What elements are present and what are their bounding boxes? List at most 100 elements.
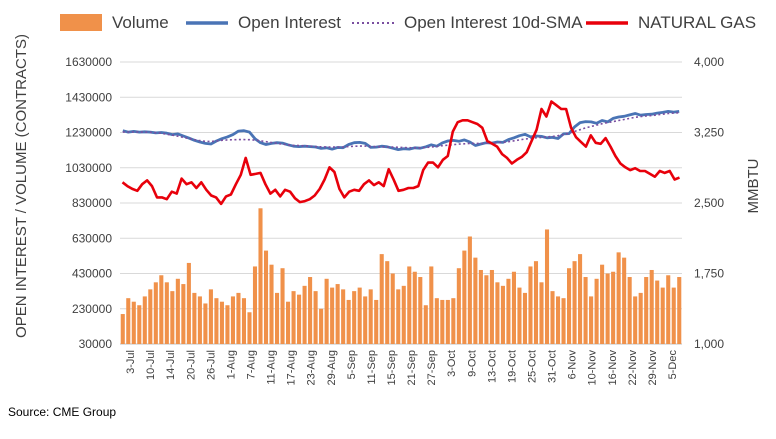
legend-natural-gas-label: NATURAL GAS [638, 13, 756, 32]
volume-bar [561, 298, 566, 344]
volume-bar [341, 289, 346, 344]
series-lines [121, 100, 680, 206]
volume-bar [274, 292, 280, 344]
volume-bar [308, 277, 313, 344]
volume-bar [252, 266, 258, 344]
y-tick-label: 1230000 [65, 126, 112, 140]
x-tick-label: 17-Aug [286, 350, 298, 385]
volume-bar [335, 284, 340, 344]
x-tick-label: 3-Oct [446, 350, 458, 377]
x-tick-label: 5-Dec [667, 350, 679, 380]
x-tick-label: 29-Aug [326, 350, 338, 385]
open-interest-line [122, 110, 680, 152]
volume-bar [500, 285, 505, 344]
volume-bar [346, 299, 351, 344]
volume-bar [528, 266, 533, 344]
volume-bar [517, 287, 522, 344]
volume-bar [401, 285, 406, 344]
volume-bar [159, 275, 164, 344]
y2-tick-label: 1,750 [694, 267, 724, 281]
volume-bar [203, 303, 208, 344]
volume-bar [633, 296, 638, 344]
x-tick-label: 11-Aug [266, 350, 278, 385]
volume-bar [605, 273, 610, 344]
volume-bar [511, 271, 516, 344]
volume-bar [544, 229, 550, 344]
x-tick-label: 6-Nov [567, 350, 579, 380]
volume-bar [671, 287, 676, 344]
y-tick-label: 630000 [72, 231, 112, 245]
volume-bar [319, 308, 324, 344]
volume-bar [153, 282, 158, 344]
volume-bar [660, 287, 665, 344]
volume-bar [638, 292, 643, 344]
x-tick-label: 29-Nov [647, 350, 659, 386]
volume-bar [357, 287, 362, 344]
volume-bar [324, 278, 329, 344]
volume-bar [572, 261, 577, 344]
x-tick-label: 22-Nov [627, 350, 639, 386]
volume-bar [445, 299, 450, 344]
volume-bar [241, 298, 247, 344]
volume-bar [522, 292, 528, 344]
volume-bar [478, 269, 483, 344]
volume-bar [214, 298, 219, 344]
y-tick-label: 1030000 [65, 161, 112, 175]
x-tick-label: 14-Jul [165, 350, 177, 380]
volume-bar [600, 264, 605, 344]
natural-gas-line [121, 100, 680, 206]
volume-bar [616, 252, 621, 344]
volume-bar [555, 296, 561, 344]
volume-bar [390, 273, 395, 344]
volume-bar [280, 268, 285, 344]
volume-bar [330, 287, 335, 344]
legend-volume-label: Volume [112, 13, 169, 32]
volume-bar [456, 268, 461, 344]
volume-bar [302, 285, 307, 344]
volume-bar [368, 289, 373, 344]
volume-bar [495, 282, 500, 344]
volume-bar [666, 275, 671, 344]
legend-sma-label: Open Interest 10d-SMA [404, 13, 583, 32]
volume-bar [583, 277, 588, 344]
volume-bar [286, 301, 291, 344]
x-tick-label: 25-Oct [527, 350, 539, 383]
volume-bar [131, 301, 136, 344]
x-tick-label: 23-Aug [306, 350, 318, 385]
volume-bar [186, 262, 191, 344]
y2-axis-title: MMBTU [745, 159, 762, 214]
volume-bar [539, 282, 544, 344]
y-tick-label: 1630000 [65, 55, 112, 69]
y2-tick-label: 2,500 [694, 196, 724, 210]
volume-bar [175, 278, 180, 344]
volume-bar [418, 277, 423, 344]
x-tick-label: 3-Jul [125, 350, 137, 374]
volume-bar [407, 266, 412, 344]
y-axis-ticks: 1630000 1430000 1230000 1030000 830000 630000… [65, 55, 112, 351]
y2-tick-label: 3,250 [694, 126, 724, 140]
volume-bar [622, 257, 627, 344]
volume-bar [363, 296, 368, 344]
volume-bar [473, 257, 478, 344]
volume-bar [374, 299, 379, 344]
volume-bar [451, 298, 456, 344]
y2-tick-label: 1,000 [694, 337, 724, 351]
volume-bar [164, 282, 169, 344]
volume-bar [225, 305, 230, 344]
volume-bar [379, 254, 384, 344]
gridlines [120, 61, 682, 345]
x-tick-label: 19-Oct [506, 350, 518, 383]
y2-tick-label: 4,000 [694, 55, 724, 69]
volume-bar [594, 278, 599, 344]
y-tick-label: 230000 [72, 302, 112, 316]
x-tick-label: 26-Jul [205, 350, 217, 380]
x-tick-label: 15-Sep [386, 350, 398, 385]
volume-bars [120, 208, 682, 345]
y-tick-label: 430000 [72, 267, 112, 281]
x-tick-label: 13-Oct [486, 350, 498, 383]
y-tick-label: 830000 [72, 196, 112, 210]
volume-bar [269, 264, 274, 344]
volume-bar [208, 289, 213, 344]
y-axis-title: OPEN INTEREST / VOLUME (CONTRACTS) [13, 34, 30, 338]
volume-bar [137, 305, 142, 344]
